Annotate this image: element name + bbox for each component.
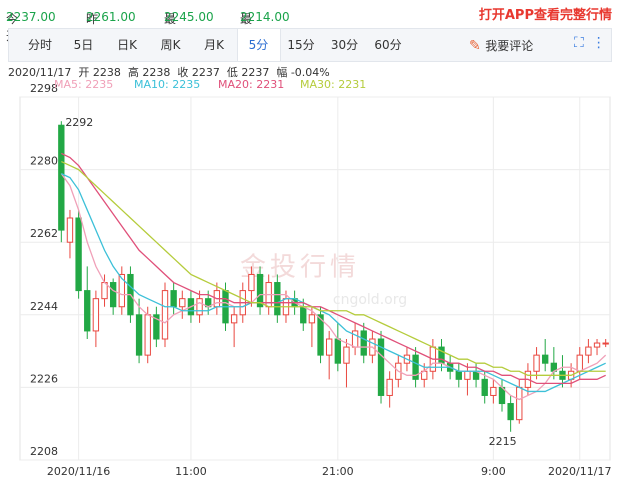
tab[interactable]: 5分	[236, 29, 281, 61]
comment-button[interactable]: ✎ 我要评论	[469, 37, 533, 54]
tab[interactable]: 5日	[73, 38, 94, 52]
candle-body	[58, 124, 65, 231]
ma-line	[60, 173, 607, 401]
quote-value: 2261.00	[86, 10, 136, 24]
candle-body	[507, 403, 514, 421]
candle-body	[170, 290, 177, 308]
candle-body	[351, 330, 359, 348]
tab[interactable]: 30分	[330, 38, 359, 52]
quote-value: 2245.00	[164, 10, 214, 24]
candle-body	[153, 314, 160, 340]
candle-body	[84, 290, 91, 332]
candle-body	[343, 346, 350, 364]
candle-body	[274, 282, 281, 316]
candle-body	[412, 354, 419, 380]
max-label: 2292	[65, 116, 93, 129]
candle-body	[66, 217, 74, 243]
candle-body	[516, 386, 523, 421]
candle-body	[161, 290, 169, 340]
candle-body	[135, 314, 143, 356]
watermark: cngold.org	[333, 292, 407, 308]
candle-body	[585, 346, 592, 356]
candle-body	[196, 298, 203, 316]
candle-body	[300, 306, 307, 324]
quote-value: 2237.00	[6, 10, 56, 24]
candle-body	[334, 338, 341, 364]
x-tick-label: 21:00	[322, 465, 354, 478]
quote-value: 2214.00	[240, 10, 290, 24]
candle-body	[455, 370, 462, 380]
edit-icon: ✎	[469, 38, 486, 54]
candle-body	[593, 342, 601, 348]
y-tick-label: 2226	[30, 372, 58, 385]
view-icons[interactable]: ⛶⋮	[574, 35, 614, 51]
x-tick-label: 11:00	[175, 465, 207, 478]
candle-body	[256, 273, 264, 308]
ma-line	[61, 160, 606, 376]
y-tick-label: 2298	[30, 82, 58, 95]
min-label: 2215	[489, 435, 517, 448]
candle-body	[144, 314, 151, 356]
y-tick-label: 2280	[30, 155, 58, 168]
legend-entry: MA5: 2235	[54, 78, 114, 91]
candle-body	[377, 338, 385, 396]
tab[interactable]: 15分	[287, 38, 315, 52]
candle-body	[481, 378, 488, 396]
tab-bar: ✎ 我要评论 ⛶⋮ 分时 5日 日K 周K 月K 5分 15分 30分 60分	[8, 28, 612, 62]
legend-entry: MA30: 2231	[300, 78, 367, 91]
ma-line	[61, 173, 606, 393]
legend-entry: MA20: 2231	[218, 78, 285, 91]
candle-body	[248, 273, 255, 292]
candle-body	[360, 330, 367, 356]
candle-body	[602, 342, 609, 345]
tab[interactable]: 月K	[204, 38, 224, 52]
y-tick-label: 2208	[30, 445, 58, 458]
candle-body	[308, 314, 316, 324]
candle-body	[75, 217, 82, 292]
candle-body	[533, 354, 540, 372]
candle-body	[576, 354, 583, 372]
tab[interactable]: 60分	[374, 38, 402, 52]
candle-body	[92, 298, 100, 332]
ma-line	[61, 152, 606, 385]
tab[interactable]: 周K	[160, 38, 181, 52]
x-tick-label: 9:00	[481, 465, 506, 478]
tab[interactable]: 分时	[27, 38, 52, 52]
x-tick-label: 2020/11/17	[548, 465, 611, 478]
candle-body	[317, 314, 324, 356]
x-tick-label: 2020/11/16	[47, 465, 110, 478]
bar-info: 2020/11/17 开 2238 高 2238 收 2237 低 2237 幅…	[8, 66, 330, 79]
candle-body	[230, 314, 238, 324]
candle-body	[490, 386, 497, 396]
candle-body	[438, 346, 445, 364]
legend-entry: MA10: 2235	[134, 78, 201, 91]
candle-body	[179, 298, 186, 308]
comment-label: 我要评论	[485, 39, 534, 53]
candle-body	[464, 370, 471, 380]
candle-body	[118, 273, 125, 308]
candle-body	[326, 338, 333, 356]
y-tick-label: 2262	[30, 227, 58, 240]
candle-body	[386, 378, 393, 396]
candle-body	[542, 354, 549, 364]
open-app[interactable]: 打开APP查看完整行情	[478, 8, 612, 23]
candle-body	[109, 282, 117, 308]
y-tick-label: 2244	[30, 300, 58, 313]
tab[interactable]: 日K	[117, 38, 137, 52]
